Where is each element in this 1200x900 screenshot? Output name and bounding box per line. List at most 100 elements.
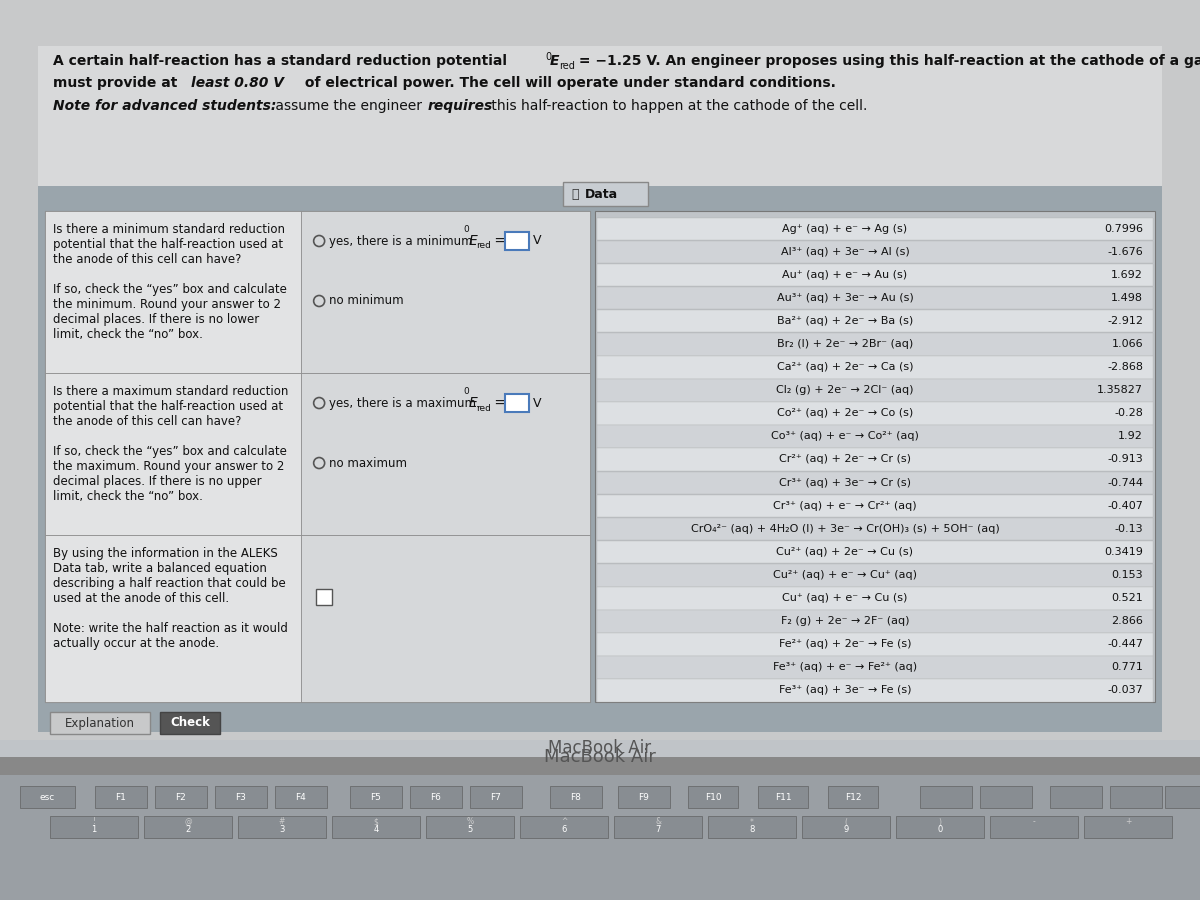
Text: red: red <box>476 403 491 412</box>
Bar <box>520 816 608 838</box>
Bar <box>0 775 1200 900</box>
Text: red: red <box>559 61 575 71</box>
Text: potential that the half-reaction used at: potential that the half-reaction used at <box>53 400 283 413</box>
Text: yes, there is a maximum.: yes, there is a maximum. <box>329 397 480 410</box>
Bar <box>505 232 529 250</box>
Bar <box>50 816 138 838</box>
Bar <box>275 786 326 808</box>
Text: Fe²⁺ (aq) + 2e⁻ → Fe (s): Fe²⁺ (aq) + 2e⁻ → Fe (s) <box>779 639 911 649</box>
Text: F₂ (g) + 2e⁻ → 2F⁻ (aq): F₂ (g) + 2e⁻ → 2F⁻ (aq) <box>781 616 910 626</box>
Text: Cl₂ (g) + 2e⁻ → 2Cl⁻ (aq): Cl₂ (g) + 2e⁻ → 2Cl⁻ (aq) <box>776 385 913 395</box>
Bar <box>46 211 301 373</box>
Text: F8: F8 <box>570 793 582 802</box>
Bar <box>46 373 590 536</box>
Text: F7: F7 <box>491 793 502 802</box>
Bar <box>598 310 1153 332</box>
Bar <box>990 816 1078 838</box>
Bar <box>1084 816 1172 838</box>
Text: ⧈: ⧈ <box>571 187 578 201</box>
Bar <box>598 264 1153 286</box>
Text: MacBook Air: MacBook Air <box>548 739 652 757</box>
Text: 1.692: 1.692 <box>1111 270 1142 280</box>
Text: -1.676: -1.676 <box>1108 247 1142 256</box>
Bar <box>144 816 232 838</box>
Bar <box>688 786 738 808</box>
Text: E: E <box>468 234 476 248</box>
Bar <box>598 541 1153 563</box>
Bar <box>563 182 648 206</box>
Text: 7: 7 <box>655 825 661 834</box>
Text: 3: 3 <box>280 825 284 834</box>
Bar <box>598 426 1153 448</box>
Text: potential that the half-reaction used at: potential that the half-reaction used at <box>53 238 283 251</box>
Text: = −1.25 V. An engineer proposes using this half-reaction at the cathode of a gal: = −1.25 V. An engineer proposes using th… <box>574 54 1200 68</box>
Bar <box>0 757 1200 775</box>
Text: Ag⁺ (aq) + e⁻ → Ag (s): Ag⁺ (aq) + e⁻ → Ag (s) <box>782 223 907 233</box>
Bar <box>0 775 1200 790</box>
Bar <box>598 495 1153 518</box>
Bar <box>598 379 1153 401</box>
Text: F4: F4 <box>295 793 306 802</box>
Text: Ba²⁺ (aq) + 2e⁻ → Ba (s): Ba²⁺ (aq) + 2e⁻ → Ba (s) <box>776 316 913 326</box>
Text: Au⁺ (aq) + e⁻ → Au (s): Au⁺ (aq) + e⁻ → Au (s) <box>782 270 907 280</box>
Text: 0: 0 <box>463 387 469 396</box>
Text: +: + <box>1124 817 1132 826</box>
Bar <box>301 373 590 536</box>
Text: this half-reaction to happen at the cathode of the cell.: this half-reaction to happen at the cath… <box>487 99 868 113</box>
Text: By using the information in the ALEKS: By using the information in the ALEKS <box>53 547 277 560</box>
Bar <box>505 394 529 412</box>
Text: 1.066: 1.066 <box>1111 339 1142 349</box>
Text: Cr²⁺ (aq) + 2e⁻ → Cr (s): Cr²⁺ (aq) + 2e⁻ → Cr (s) <box>779 454 911 464</box>
Text: F1: F1 <box>115 793 126 802</box>
Text: !: ! <box>92 817 96 826</box>
Text: 0.7996: 0.7996 <box>1104 223 1142 233</box>
Text: -0.447: -0.447 <box>1108 639 1142 649</box>
Text: Is there a maximum standard reduction: Is there a maximum standard reduction <box>53 385 288 398</box>
Text: -0.913: -0.913 <box>1108 454 1142 464</box>
Text: -0.744: -0.744 <box>1108 478 1142 488</box>
Bar <box>46 211 590 373</box>
Bar <box>0 740 1200 760</box>
Text: the maximum. Round your answer to 2: the maximum. Round your answer to 2 <box>53 460 284 473</box>
Bar <box>614 816 702 838</box>
Bar <box>426 816 514 838</box>
Text: %: % <box>467 817 474 826</box>
Bar <box>598 564 1153 587</box>
Text: Br₂ (l) + 2e⁻ → 2Br⁻ (aq): Br₂ (l) + 2e⁻ → 2Br⁻ (aq) <box>776 339 913 349</box>
Text: 0.521: 0.521 <box>1111 593 1142 603</box>
Bar <box>598 518 1153 540</box>
Bar <box>595 211 1154 702</box>
Text: -0.037: -0.037 <box>1108 686 1142 696</box>
Bar <box>598 680 1153 702</box>
Bar <box>350 786 402 808</box>
Bar <box>598 218 1153 240</box>
Text: E: E <box>550 54 559 68</box>
Bar <box>316 590 332 605</box>
Text: F3: F3 <box>235 793 246 802</box>
Bar <box>38 46 1162 732</box>
Text: (: ( <box>845 817 847 826</box>
Text: -0.407: -0.407 <box>1108 500 1142 510</box>
Bar <box>802 816 890 838</box>
Text: 5: 5 <box>467 825 473 834</box>
Bar <box>598 240 1153 263</box>
Bar <box>470 786 522 808</box>
Bar <box>598 610 1153 633</box>
Bar <box>618 786 670 808</box>
Text: 0.771: 0.771 <box>1111 662 1142 672</box>
Bar <box>332 816 420 838</box>
Bar <box>38 46 1162 186</box>
Text: Data: Data <box>586 187 618 201</box>
Text: assume the engineer: assume the engineer <box>271 99 426 113</box>
Text: 2: 2 <box>185 825 191 834</box>
Text: Co³⁺ (aq) + e⁻ → Co²⁺ (aq): Co³⁺ (aq) + e⁻ → Co²⁺ (aq) <box>772 431 919 441</box>
Bar <box>215 786 266 808</box>
Text: actually occur at the anode.: actually occur at the anode. <box>53 637 220 650</box>
Text: F5: F5 <box>371 793 382 802</box>
Bar <box>46 373 301 536</box>
Text: 0: 0 <box>937 825 943 834</box>
Bar <box>1165 786 1200 808</box>
Bar <box>598 333 1153 356</box>
Text: -2.912: -2.912 <box>1108 316 1142 326</box>
Text: MacBook Air: MacBook Air <box>544 748 656 766</box>
